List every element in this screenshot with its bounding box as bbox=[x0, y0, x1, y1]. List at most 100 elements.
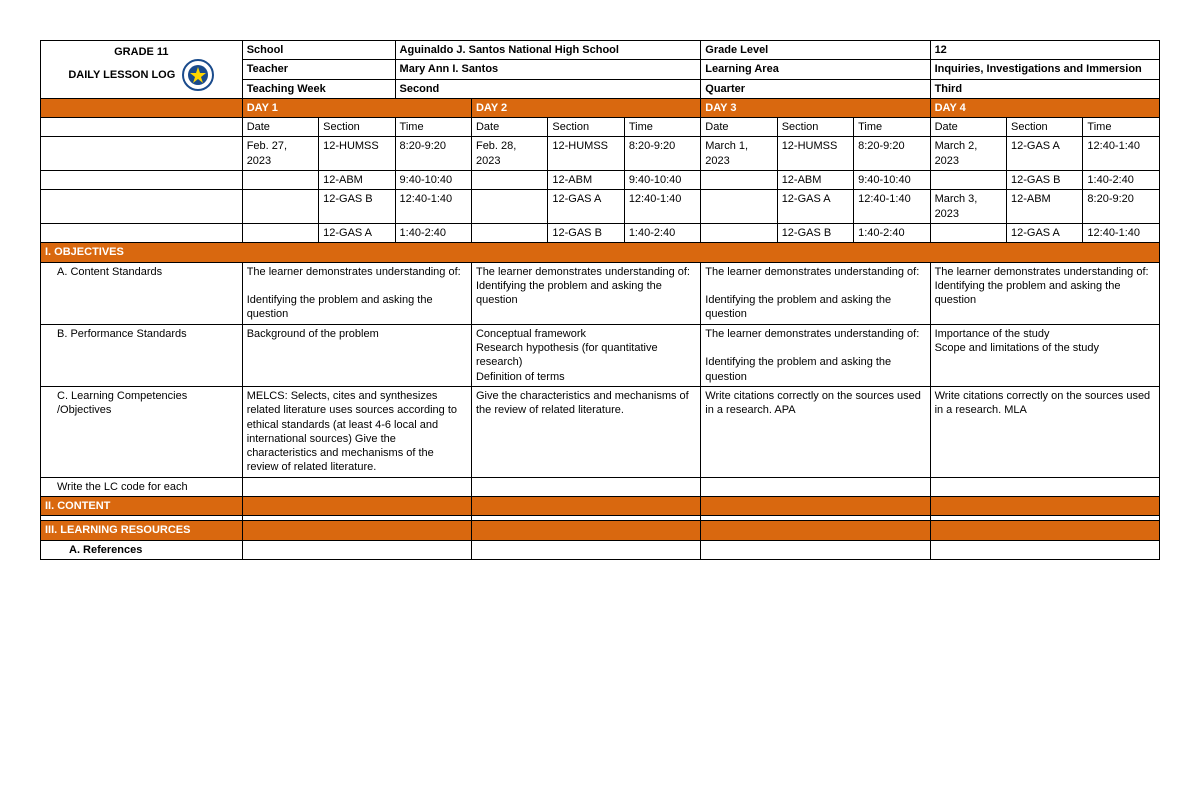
lc-d4: Write citations correctly on the sources… bbox=[930, 386, 1159, 477]
schedule-row: 12-ABM 9:40-10:40 12-ABM 9:40-10:40 12-A… bbox=[41, 171, 1160, 190]
sub-time-3: Time bbox=[854, 118, 930, 137]
objectives-heading: I. OBJECTIVES bbox=[41, 243, 1160, 262]
sched-cell: 1:40-2:40 bbox=[624, 223, 700, 242]
learning-competencies-row: C. Learning Competencies /Objectives MEL… bbox=[41, 386, 1160, 477]
sub-time-2: Time bbox=[624, 118, 700, 137]
sched-cell: 9:40-10:40 bbox=[624, 171, 700, 190]
sched-cell: Feb. 28, 2023 bbox=[471, 137, 547, 171]
sched-cell: 1:40-2:40 bbox=[1083, 171, 1160, 190]
sched-cell: 8:20-9:20 bbox=[854, 137, 930, 171]
sub-section-4: Section bbox=[1006, 118, 1082, 137]
day2-header: DAY 2 bbox=[471, 98, 700, 117]
resources-heading: III. LEARNING RESOURCES bbox=[41, 521, 243, 540]
performance-standards-row: B. Performance Standards Background of t… bbox=[41, 324, 1160, 386]
sched-cell: 12-GAS A bbox=[1006, 223, 1082, 242]
sched-cell: 12-HUMSS bbox=[548, 137, 624, 171]
sched-cell bbox=[930, 171, 1006, 190]
schedule-row: 12-GAS A 1:40-2:40 12-GAS B 1:40-2:40 12… bbox=[41, 223, 1160, 242]
sub-header-row: Date Section Time Date Section Time Date… bbox=[41, 118, 1160, 137]
learning-area-value: Inquiries, Investigations and Immersion bbox=[930, 60, 1159, 79]
sched-cell: 12:40-1:40 bbox=[395, 190, 471, 224]
sched-cell bbox=[701, 223, 777, 242]
sched-cell: Feb. 27, 2023 bbox=[242, 137, 318, 171]
teaching-week-label: Teaching Week bbox=[242, 79, 395, 98]
sub-date-4: Date bbox=[930, 118, 1006, 137]
content-heading: II. CONTENT bbox=[41, 497, 243, 516]
lesson-log-document: GRADE 11 DAILY LESSON LOG School Aguinal… bbox=[40, 40, 1160, 560]
sched-cell: 12:40-1:40 bbox=[1083, 223, 1160, 242]
day4-header: DAY 4 bbox=[930, 98, 1159, 117]
day-header-row: DAY 1 DAY 2 DAY 3 DAY 4 bbox=[41, 98, 1160, 117]
sched-cell: 8:20-9:20 bbox=[624, 137, 700, 171]
teaching-week-value: Second bbox=[395, 79, 701, 98]
sched-cell: 8:20-9:20 bbox=[395, 137, 471, 171]
sched-cell: 12-ABM bbox=[777, 171, 853, 190]
performance-standards-label: B. Performance Standards bbox=[41, 324, 243, 386]
sched-cell: 8:20-9:20 bbox=[1083, 190, 1160, 224]
teacher-label: Teacher bbox=[242, 60, 395, 79]
grade-level-label: Grade Level bbox=[701, 41, 930, 60]
sub-section-3: Section bbox=[777, 118, 853, 137]
sched-cell: 12-ABM bbox=[319, 171, 395, 190]
sched-cell: 12:40-1:40 bbox=[624, 190, 700, 224]
sched-cell: 12-GAS A bbox=[777, 190, 853, 224]
day1-header: DAY 1 bbox=[242, 98, 471, 117]
sched-cell: 12-HUMSS bbox=[777, 137, 853, 171]
quarter-value: Third bbox=[930, 79, 1159, 98]
teacher-value: Mary Ann I. Santos bbox=[395, 60, 701, 79]
ps-d3: The learner demonstrates understanding o… bbox=[701, 324, 930, 386]
sched-cell: March 1, 2023 bbox=[701, 137, 777, 171]
sub-time-1: Time bbox=[395, 118, 471, 137]
sched-cell: 12-GAS A bbox=[319, 223, 395, 242]
sched-cell: 12-GAS B bbox=[548, 223, 624, 242]
day3-header: DAY 3 bbox=[701, 98, 930, 117]
sched-cell: March 3, 2023 bbox=[930, 190, 1006, 224]
school-value: Aguinaldo J. Santos National High School bbox=[395, 41, 701, 60]
schedule-row: Feb. 27, 2023 12-HUMSS 8:20-9:20 Feb. 28… bbox=[41, 137, 1160, 171]
resources-header-row: III. LEARNING RESOURCES bbox=[41, 521, 1160, 540]
sub-section-1: Section bbox=[319, 118, 395, 137]
schedule-row: 12-GAS B 12:40-1:40 12-GAS A 12:40-1:40 … bbox=[41, 190, 1160, 224]
sched-cell: 12-GAS A bbox=[548, 190, 624, 224]
sched-cell: 1:40-2:40 bbox=[395, 223, 471, 242]
sub-time-4: Time bbox=[1083, 118, 1160, 137]
sched-cell: 12-GAS B bbox=[319, 190, 395, 224]
sched-cell bbox=[471, 190, 547, 224]
grade-title: GRADE 11 bbox=[114, 46, 168, 58]
header-left: GRADE 11 DAILY LESSON LOG bbox=[41, 41, 243, 99]
ps-d1: Background of the problem bbox=[242, 324, 471, 386]
lccode-d3 bbox=[701, 477, 930, 496]
sched-cell: 12-GAS B bbox=[1006, 171, 1082, 190]
cs-d3: The learner demonstrates understanding o… bbox=[701, 262, 930, 324]
school-label: School bbox=[242, 41, 395, 60]
sub-date-1: Date bbox=[242, 118, 318, 137]
sched-cell bbox=[930, 223, 1006, 242]
grade-level-value: 12 bbox=[930, 41, 1159, 60]
references-row: A. References bbox=[41, 540, 1160, 559]
ps-d4: Importance of the study Scope and limita… bbox=[930, 324, 1159, 386]
dll-title: DAILY LESSON LOG bbox=[68, 69, 175, 81]
sched-cell bbox=[701, 190, 777, 224]
sub-date-3: Date bbox=[701, 118, 777, 137]
sched-cell: 12-ABM bbox=[1006, 190, 1082, 224]
sched-cell: 9:40-10:40 bbox=[395, 171, 471, 190]
sched-cell: 12-HUMSS bbox=[319, 137, 395, 171]
references-label: A. References bbox=[41, 540, 243, 559]
sched-cell: March 2, 2023 bbox=[930, 137, 1006, 171]
lccode-d1 bbox=[242, 477, 471, 496]
quarter-label: Quarter bbox=[701, 79, 930, 98]
cs-d4: The learner demonstrates understanding o… bbox=[930, 262, 1159, 324]
sched-cell: 9:40-10:40 bbox=[854, 171, 930, 190]
sched-cell bbox=[242, 190, 318, 224]
ps-d2: Conceptual framework Research hypothesis… bbox=[471, 324, 700, 386]
sched-cell bbox=[701, 171, 777, 190]
lc-d1: MELCS: Selects, cites and synthesizes re… bbox=[242, 386, 471, 477]
sched-cell bbox=[471, 223, 547, 242]
cs-d2: The learner demonstrates understanding o… bbox=[471, 262, 700, 324]
sched-cell bbox=[242, 223, 318, 242]
objectives-header-row: I. OBJECTIVES bbox=[41, 243, 1160, 262]
sub-date-2: Date bbox=[471, 118, 547, 137]
sched-cell: 12:40-1:40 bbox=[854, 190, 930, 224]
lc-d3: Write citations correctly on the sources… bbox=[701, 386, 930, 477]
learning-competencies-label: C. Learning Competencies /Objectives bbox=[41, 386, 243, 477]
